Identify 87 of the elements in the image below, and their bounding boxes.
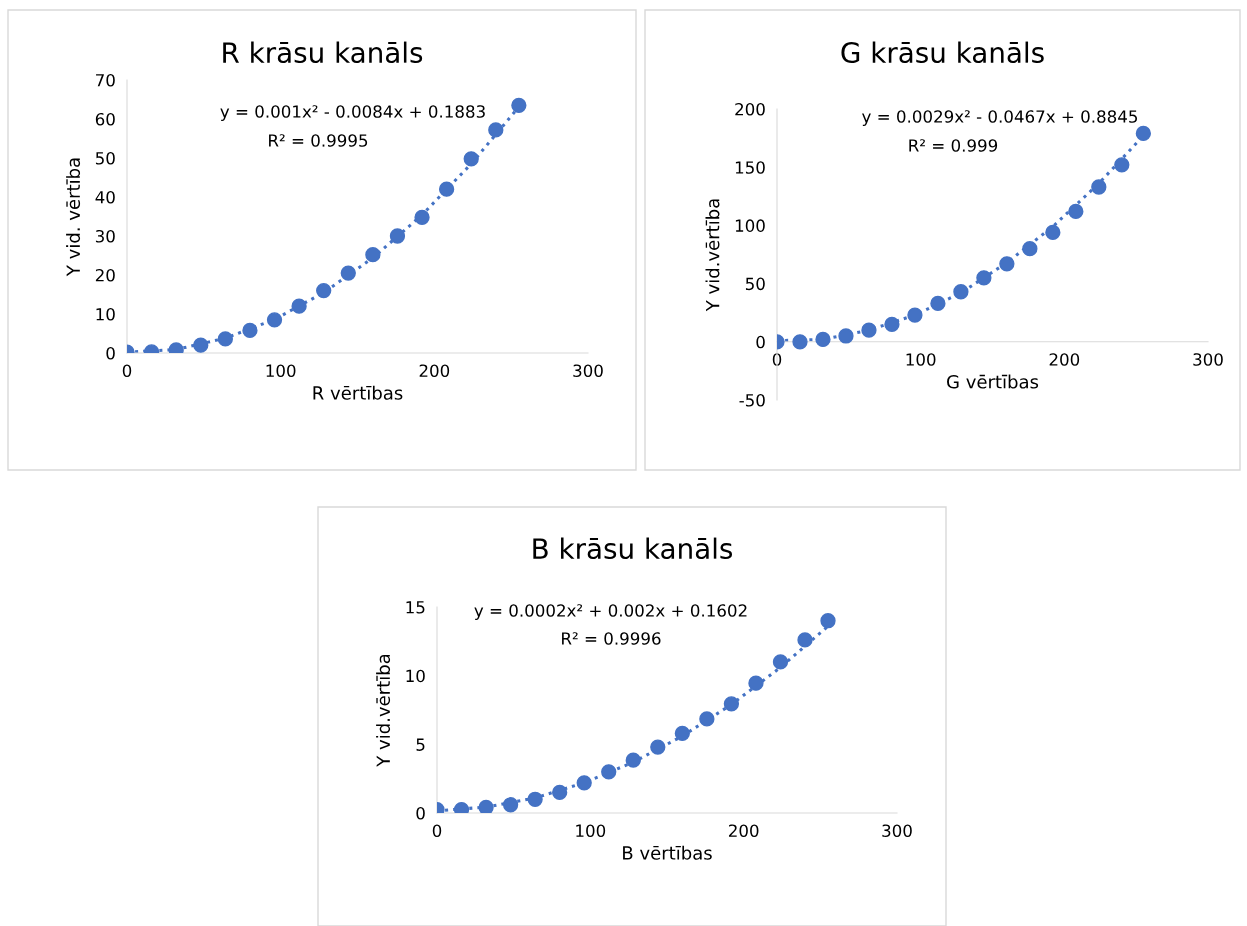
x-tick-label: 100: [576, 824, 606, 838]
y-tick-label: 20: [95, 268, 115, 282]
chart-title: G krāsu kanāls: [841, 41, 1044, 64]
point: [1114, 157, 1130, 173]
point: [884, 316, 900, 332]
point: [815, 331, 831, 348]
y-tick-label: -50: [739, 393, 765, 407]
y-tick-label: 200: [735, 102, 765, 116]
y-tick-label: 10: [406, 669, 425, 683]
point: [291, 298, 307, 314]
point: [1045, 224, 1061, 241]
point: [478, 799, 494, 813]
point: [792, 334, 808, 350]
point: [1068, 203, 1084, 220]
x-axis-title: G vērtības: [947, 374, 1039, 389]
point: [488, 122, 504, 138]
point: [1022, 241, 1038, 257]
y-tick-label: 5: [416, 738, 425, 751]
x-tick-label: 200: [1049, 353, 1080, 366]
annotation: R² = 0.999: [909, 139, 998, 152]
y-tick-label: 40: [95, 190, 115, 204]
point: [217, 331, 233, 347]
y-axis-title: Y vid. vērtība: [66, 158, 81, 277]
point: [723, 696, 740, 712]
point: [953, 284, 969, 300]
point: [650, 739, 666, 755]
x-tick-label: 0: [432, 824, 442, 838]
point: [772, 654, 789, 670]
y-tick-label: 60: [95, 112, 115, 126]
point: [502, 797, 519, 813]
y-tick-label: 50: [745, 277, 765, 291]
point: [552, 784, 568, 801]
y-tick-label: 15: [406, 601, 425, 614]
point: [340, 265, 356, 281]
point: [463, 151, 479, 167]
point: [576, 775, 592, 791]
point: [414, 209, 430, 225]
point: [316, 282, 332, 299]
x-tick-label: 100: [266, 364, 296, 378]
y-axis-title: Y vid.vērtība: [376, 654, 391, 767]
annotation: R² = 0.9996: [562, 632, 661, 645]
point: [266, 312, 283, 328]
point: [511, 97, 527, 113]
point: [389, 228, 406, 244]
y-tick-label: 50: [95, 151, 115, 165]
point: [748, 675, 764, 691]
point: [242, 322, 258, 339]
point: [999, 256, 1015, 272]
point: [820, 613, 836, 629]
x-tick-label: 100: [906, 353, 936, 366]
point: [838, 328, 854, 344]
point: [1135, 125, 1151, 142]
y-tick-label: 70: [96, 73, 115, 87]
annotation: y = 0.001x² - 0.0084x + 0.1883: [220, 105, 485, 122]
point: [976, 270, 992, 286]
x-axis-title: B vērtības: [623, 845, 712, 860]
point: [193, 337, 209, 353]
point: [438, 181, 455, 197]
x-tick-label: 300: [1193, 353, 1223, 366]
point: [861, 322, 877, 338]
point: [1091, 179, 1107, 195]
y-tick-label: 100: [735, 219, 765, 232]
point: [907, 307, 923, 323]
y-tick-label: 30: [95, 229, 115, 243]
point: [625, 752, 641, 768]
point: [674, 725, 690, 741]
y-tick-label: 0: [756, 335, 765, 349]
y-tick-label: 150: [735, 161, 765, 174]
x-axis-title: R vērtības: [313, 385, 403, 400]
chart-title: R krāsu kanāls: [223, 41, 423, 64]
annotation: y = 0.0002x² + 0.002x + 0.1602: [474, 604, 747, 621]
point: [527, 791, 543, 807]
x-tick-label: 0: [772, 353, 782, 366]
x-tick-label: 300: [882, 824, 912, 838]
y-tick-label: 0: [416, 806, 425, 820]
annotation: y = 0.0029x² - 0.0467x + 0.8845: [862, 110, 1138, 127]
y-tick-label: 10: [96, 307, 115, 321]
point: [930, 295, 946, 312]
y-axis-title: Y vid.vērtība: [705, 199, 720, 312]
x-tick-label: 0: [122, 364, 132, 378]
point: [601, 764, 617, 780]
annotation: R² = 0.9995: [269, 134, 368, 147]
point: [699, 711, 715, 727]
point: [797, 632, 813, 648]
chart-title: B krāsu kanāls: [533, 537, 733, 560]
x-tick-label: 300: [573, 364, 603, 378]
point: [365, 247, 381, 263]
